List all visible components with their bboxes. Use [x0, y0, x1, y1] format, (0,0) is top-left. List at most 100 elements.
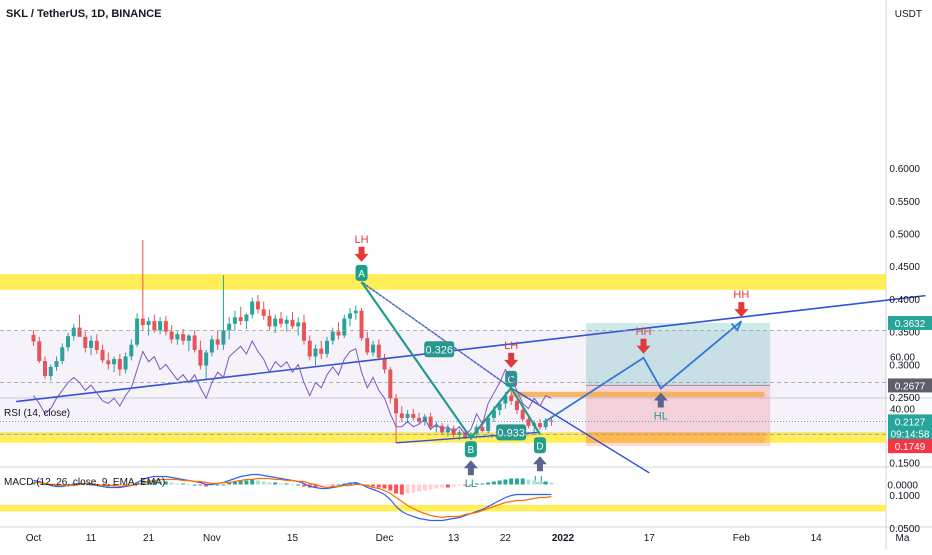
candle[interactable]	[117, 353, 122, 377]
swing-label-text: LH	[504, 340, 518, 352]
candle[interactable]	[48, 364, 53, 381]
candle[interactable]	[394, 394, 399, 443]
candle[interactable]	[388, 366, 393, 404]
candle[interactable]	[209, 335, 214, 357]
candle[interactable]	[428, 412, 433, 430]
candle[interactable]	[31, 330, 36, 346]
macd-histogram-bar	[227, 482, 232, 485]
candle[interactable]	[290, 311, 295, 329]
candle[interactable]	[204, 349, 209, 380]
candle[interactable]	[129, 339, 134, 361]
candle[interactable]	[278, 311, 283, 328]
candle[interactable]	[261, 301, 266, 320]
candle[interactable]	[169, 325, 174, 344]
abcd-pattern-path[interactable]	[360, 281, 541, 441]
swing-label-ll[interactable]: LL	[463, 460, 478, 490]
candle[interactable]	[198, 340, 203, 370]
candle[interactable]	[376, 339, 381, 361]
pattern-ratio-label[interactable]: 0.326	[424, 341, 455, 358]
pattern-point-d[interactable]: D	[533, 437, 546, 454]
candle[interactable]	[43, 356, 48, 379]
price-tag-target[interactable]: 0.3632	[888, 315, 932, 330]
swing-label-ll[interactable]: LL	[532, 456, 547, 486]
candle[interactable]	[89, 335, 94, 356]
candle[interactable]	[520, 406, 525, 422]
candle[interactable]	[325, 336, 330, 358]
candle[interactable]	[66, 332, 71, 352]
candle[interactable]	[232, 310, 237, 331]
candle[interactable]	[273, 314, 278, 333]
candle[interactable]	[146, 317, 151, 336]
candle[interactable]	[158, 317, 163, 335]
candle[interactable]	[60, 343, 65, 365]
candle[interactable]	[417, 412, 422, 425]
candle[interactable]	[181, 328, 186, 345]
rsi-line[interactable]	[33, 339, 552, 436]
candle[interactable]	[399, 406, 404, 422]
pattern-point-a[interactable]: A	[355, 264, 368, 281]
candle[interactable]	[37, 336, 42, 363]
descending-channel-extension[interactable]	[510, 387, 650, 474]
swing-label-text: LL	[465, 478, 477, 490]
candle[interactable]	[301, 314, 306, 345]
candle[interactable]	[175, 331, 180, 345]
candle[interactable]	[319, 340, 324, 360]
swing-label-hl[interactable]: HL	[654, 392, 668, 422]
pattern-ratio-label[interactable]: 0.933	[496, 424, 527, 441]
candle[interactable]	[307, 335, 312, 361]
price-tag-entry[interactable]: 0.2677	[888, 378, 932, 393]
swing-label-hh[interactable]: HH	[636, 326, 652, 354]
candle[interactable]	[192, 330, 197, 353]
candle[interactable]	[348, 308, 353, 327]
candle[interactable]	[112, 356, 117, 373]
candle[interactable]	[371, 340, 376, 357]
candle[interactable]	[54, 356, 59, 371]
candle[interactable]	[267, 309, 272, 331]
candle[interactable]	[382, 353, 387, 374]
candle[interactable]	[100, 344, 105, 363]
candle[interactable]	[227, 317, 232, 340]
candle[interactable]	[250, 297, 255, 319]
candle[interactable]	[537, 419, 542, 430]
candle[interactable]	[77, 314, 82, 337]
candle[interactable]	[509, 387, 514, 405]
swing-label-lh[interactable]: LH	[504, 340, 518, 368]
candle[interactable]	[123, 352, 128, 374]
candle[interactable]	[313, 344, 318, 366]
candle[interactable]	[135, 313, 140, 348]
macd-signal-line[interactable]	[33, 477, 552, 519]
candle[interactable]	[284, 315, 289, 332]
candle[interactable]	[94, 334, 99, 354]
pattern-point-b[interactable]: B	[464, 441, 477, 458]
candle[interactable]	[365, 331, 370, 356]
candle[interactable]	[543, 417, 548, 430]
candle[interactable]	[83, 331, 88, 353]
candle-body	[112, 359, 117, 365]
swing-label-hh[interactable]: HH	[733, 289, 749, 318]
projection-path[interactable]	[545, 320, 742, 422]
candle[interactable]	[359, 308, 364, 341]
candle[interactable]	[106, 352, 111, 370]
ascending-trendline[interactable]	[16, 294, 926, 403]
candle[interactable]	[353, 305, 358, 320]
candle[interactable]	[238, 306, 243, 326]
candle[interactable]	[296, 317, 301, 336]
candle[interactable]	[255, 294, 260, 314]
candle[interactable]	[152, 314, 157, 333]
candle[interactable]	[514, 397, 519, 415]
candle[interactable]	[221, 275, 226, 350]
candle[interactable]	[244, 313, 249, 329]
price-tag-stop[interactable]: 0.1749	[888, 439, 932, 454]
candle[interactable]	[163, 315, 168, 336]
candle[interactable]	[71, 323, 76, 341]
candle[interactable]	[186, 334, 191, 352]
point-letter: B	[468, 445, 475, 456]
candle[interactable]	[140, 240, 145, 331]
candle[interactable]	[342, 314, 347, 339]
candle[interactable]	[411, 408, 416, 421]
candle[interactable]	[215, 330, 220, 350]
swing-label-lh[interactable]: LH	[355, 234, 369, 262]
